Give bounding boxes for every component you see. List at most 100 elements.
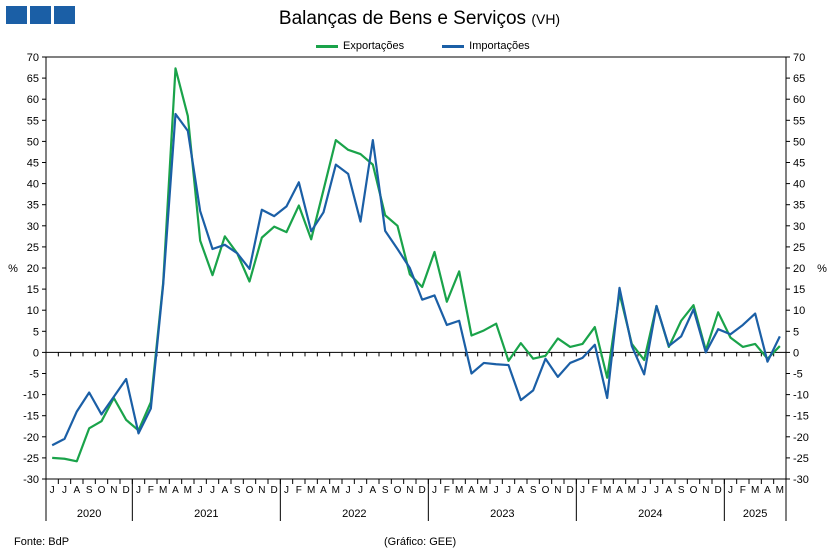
y-tick-label-right: 70 (793, 52, 805, 64)
chart-title-text: Balanças de Bens e Serviços (278, 8, 527, 29)
chart-title-unit: (VH) (531, 11, 561, 27)
y-tick-label-right: -5 (793, 369, 803, 381)
x-tick-label-month: D (271, 485, 278, 496)
x-tick-label-month: M (455, 485, 463, 496)
x-tick-label-month: S (234, 485, 241, 496)
x-tick-label-month: A (172, 485, 179, 496)
y-tick-label-right: 0 (793, 347, 799, 359)
x-tick-label-month: N (554, 485, 561, 496)
x-tick-label-month: A (221, 485, 228, 496)
x-tick-label-month: N (110, 485, 117, 496)
x-tick-label-month: A (320, 485, 327, 496)
x-tick-label-month: J (346, 485, 351, 496)
y-tick-label-left: 5 (33, 326, 39, 338)
x-tick-label-month: J (62, 485, 67, 496)
y-tick-label-right: 35 (793, 200, 805, 212)
y-tick-label-left: 50 (27, 136, 39, 148)
x-tick-label-year: 2022 (342, 508, 366, 520)
y-tick-label-left: 0 (33, 347, 39, 359)
x-tick-label-month: M (751, 485, 759, 496)
y-tick-label-left: 65 (27, 73, 39, 85)
x-tick-label-month: J (728, 485, 733, 496)
x-tick-label-year: 2025 (743, 508, 767, 520)
plot-frame (45, 56, 787, 480)
x-tick-label-month: S (530, 485, 537, 496)
x-tick-label-month: J (642, 485, 647, 496)
y-tick-label-left: -10 (23, 390, 39, 402)
y-tick-label-right: 10 (793, 305, 805, 317)
y-tick-label-right: 30 (793, 221, 805, 233)
y-tick-label-right: 60 (793, 94, 805, 106)
x-tick-label-month: O (690, 485, 698, 496)
y-tick-label-right: -15 (793, 411, 809, 423)
y-tick-label-right: 20 (793, 263, 805, 275)
y-tick-label-left: -15 (23, 411, 39, 423)
y-tick-label-right: 25 (793, 242, 805, 254)
x-tick-label-month: M (159, 485, 167, 496)
y-tick-label-left: -5 (29, 369, 39, 381)
y-tick-label-left: 25 (27, 242, 39, 254)
legend-swatch-exportacoes (316, 44, 338, 48)
x-tick-label-month: J (198, 485, 203, 496)
y-tick-label-left: -30 (23, 474, 39, 486)
x-tick-label-month: S (382, 485, 389, 496)
x-tick-label-month: N (258, 485, 265, 496)
y-tick-label-right: 45 (793, 158, 805, 170)
x-tick-label-month: J (284, 485, 289, 496)
x-tick-label-month: A (616, 485, 623, 496)
x-tick-label-month: J (358, 485, 363, 496)
x-tick-label-month: J (580, 485, 585, 496)
x-tick-label-month: F (740, 485, 746, 496)
series-line-importacoes (51, 112, 781, 447)
x-tick-label-month: N (702, 485, 709, 496)
series-line-exportacoes (52, 67, 781, 463)
x-tick-label-year: 2023 (490, 508, 514, 520)
source-note: Fonte: BdP (14, 536, 70, 548)
y-tick-label-right: -10 (793, 390, 809, 402)
y-tick-label-left: 70 (27, 52, 39, 64)
x-tick-label-month: A (369, 485, 376, 496)
x-tick-label-month: D (567, 485, 574, 496)
y-tick-label-right: -30 (793, 474, 809, 486)
x-tick-label-month: O (98, 485, 106, 496)
y-tick-label-right: 40 (793, 179, 805, 191)
x-tick-label-month: F (444, 485, 450, 496)
y-tick-label-left: 20 (27, 263, 39, 275)
legend-item-exportacoes: Exportações (316, 40, 404, 52)
y-tick-label-left: 40 (27, 179, 39, 191)
logo (6, 6, 75, 24)
legend: Exportações Importações (316, 40, 530, 52)
y-tick-label-right: -25 (793, 453, 809, 465)
x-tick-label-month: J (494, 485, 499, 496)
logo-block-2 (30, 6, 51, 24)
x-tick-label-month: F (296, 485, 302, 496)
logo-block-1 (6, 6, 27, 24)
y-tick-label-left: -20 (23, 432, 39, 444)
x-tick-label-month: A (517, 485, 524, 496)
y-tick-label-right: 5 (793, 326, 799, 338)
y-tick-label-right: 50 (793, 136, 805, 148)
x-tick-label-month: A (468, 485, 475, 496)
y-tick-label-left: 30 (27, 221, 39, 233)
x-tick-label-month: S (678, 485, 685, 496)
y-tick-label-right: 15 (793, 284, 805, 296)
x-tick-label-month: J (210, 485, 215, 496)
x-tick-label-month: O (394, 485, 402, 496)
y-tick-label-left: 45 (27, 158, 39, 170)
x-tick-label-month: M (480, 485, 488, 496)
x-tick-label-month: M (184, 485, 192, 496)
x-tick-label-month: O (542, 485, 550, 496)
legend-swatch-importacoes (442, 44, 465, 48)
x-tick-label-month: M (307, 485, 315, 496)
y-tick-label-left: 15 (27, 284, 39, 296)
x-tick-label-month: N (406, 485, 413, 496)
y-axis-label-left: % (8, 263, 18, 275)
x-tick-label-month: J (50, 485, 55, 496)
x-tick-label-month: A (665, 485, 672, 496)
y-tick-label-left: 55 (27, 115, 39, 127)
x-tick-label-month: M (628, 485, 636, 496)
x-tick-label-year: 2020 (77, 508, 101, 520)
y-tick-label-right: 55 (793, 115, 805, 127)
x-tick-label-month: M (776, 485, 784, 496)
chart-title: Balanças de Bens e Serviços (VH) (0, 8, 839, 30)
